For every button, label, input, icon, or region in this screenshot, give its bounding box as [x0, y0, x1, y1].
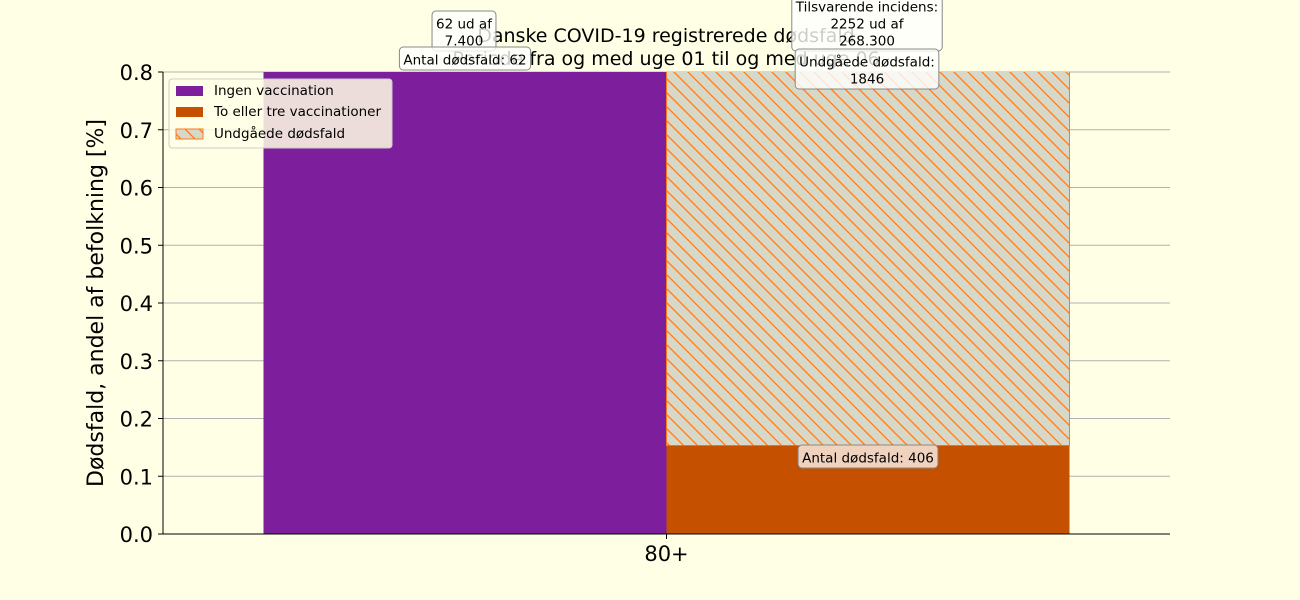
legend-label-vaccinated: To eller tre vaccinationer — [213, 104, 381, 120]
y-tick-label: 0.2 — [120, 408, 153, 432]
annotation-text: 62 ud af — [436, 17, 493, 33]
legend-swatch-no-vaccination — [176, 86, 203, 96]
y-tick-label: 0.3 — [120, 350, 153, 374]
annotation-text: 268.300 — [839, 34, 895, 50]
y-ticks: 0.0 0.1 0.2 0.3 0.4 0.5 0.6 0.7 0.8 — [120, 61, 163, 547]
legend-label-avoided: Undgåede dødsfald — [214, 125, 345, 142]
legend-frame — [168, 78, 393, 149]
annotation-text: Undgåede dødsfald: — [799, 54, 935, 71]
data-annotation: Undgåede dødsfald:1846 — [794, 48, 940, 90]
annotation-text: Tilsvarende incidens: — [795, 0, 938, 16]
annotation-text: 1846 — [850, 72, 884, 88]
annotation-box — [398, 46, 532, 71]
chart-subtitle: Periode fra og med uge 01 til og med uge… — [452, 48, 879, 70]
chart-title: Danske COVID-19 registrerede dødsfald — [477, 25, 855, 47]
data-annotation: Antal dødsfald: 406 — [797, 444, 939, 469]
legend-label-no-vaccination: Ingen vaccination — [214, 83, 334, 99]
data-annotation: Antal dødsfald: 62 — [398, 46, 532, 71]
y-axis-label: Dødsfald, andel af befolkning [%] — [84, 119, 109, 487]
x-tick-label: 80+ — [644, 542, 688, 566]
y-tick-label: 0.8 — [120, 61, 153, 85]
y-tick-label: 0.1 — [120, 465, 153, 489]
legend: Ingen vaccination To eller tre vaccinati… — [168, 78, 393, 149]
x-ticks: 80+ — [644, 534, 689, 566]
bars — [263, 72, 1070, 534]
bar-no-vaccination — [263, 72, 667, 534]
y-tick-label: 0.5 — [120, 234, 153, 258]
annotation-text: 2252 ud af — [830, 17, 904, 33]
y-tick-label: 0.6 — [120, 177, 153, 201]
data-annotation: 62 ud af7.400 — [431, 10, 497, 52]
annotation-text: Antal dødsfald: 62 — [403, 53, 526, 69]
legend-swatch-vaccinated — [176, 107, 203, 117]
legend-swatch-avoided — [175, 128, 204, 140]
annotation-box — [797, 444, 939, 469]
annotation-text: 7.400 — [445, 34, 484, 50]
y-tick-label: 0.0 — [120, 523, 153, 547]
bar-avoided-deaths — [666, 72, 1070, 447]
y-tick-label: 0.4 — [120, 292, 153, 316]
y-tick-label: 0.7 — [120, 119, 153, 143]
annotation-box — [794, 48, 940, 90]
annotation-text: Antal dødsfald: 406 — [802, 451, 934, 467]
